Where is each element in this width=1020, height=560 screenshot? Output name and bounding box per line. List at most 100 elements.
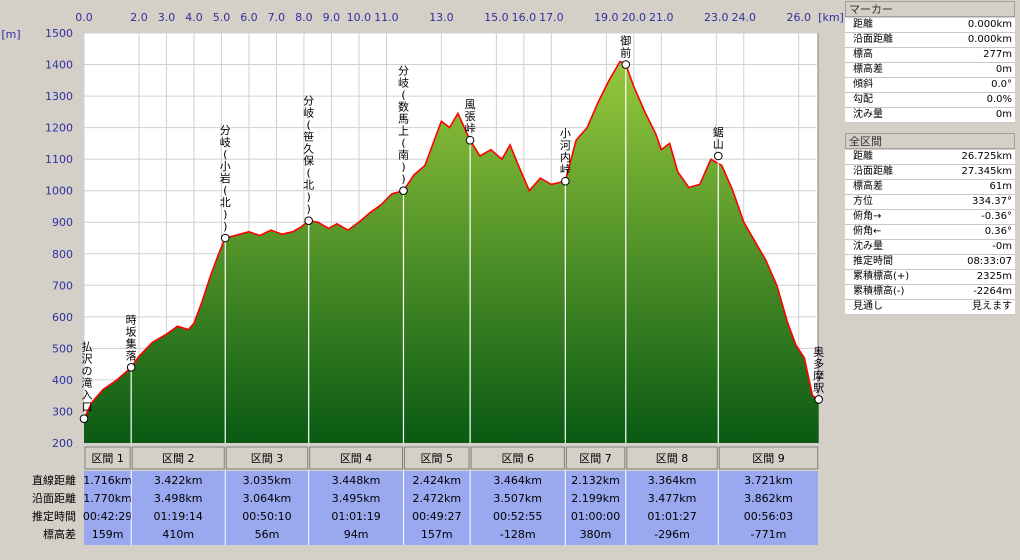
section-header[interactable] <box>626 446 718 470</box>
section-header[interactable] <box>565 446 626 470</box>
y-tick-label: 1300 <box>45 90 73 103</box>
waypoint-marker[interactable] <box>79 414 89 424</box>
y-axis-label: [m] <box>1 28 20 41</box>
marker-panel: 距離 0.000km 沿面距離 0.000km 標高 277m 標高差 0m 傾斜 0.0° 勾配 0… <box>845 18 1015 123</box>
waypoint-marker[interactable] <box>220 233 230 243</box>
table-cell: 3.035km <box>243 474 292 487</box>
panel-row-label: 方位 <box>853 196 873 207</box>
table-cell: 2.199km <box>571 492 620 505</box>
panel-row-label: 傾斜 <box>853 79 873 90</box>
x-tick-label: 7.0 <box>268 11 286 24</box>
table-row-label: 標高差 <box>43 527 76 541</box>
panel-row: 方位 334.37° <box>845 195 1015 210</box>
section-header[interactable] <box>84 446 131 470</box>
panel-row-value: 2325m <box>976 271 1012 282</box>
waypoint-marker[interactable] <box>814 395 823 404</box>
section-name: 区間 2 <box>162 452 195 465</box>
section-name: 区間 3 <box>251 452 284 465</box>
section-name: 区間 6 <box>501 452 534 465</box>
panel-row-value: 277m <box>983 49 1012 60</box>
waypoint-marker[interactable] <box>465 135 475 145</box>
panel-row-value: 0.0% <box>986 94 1012 105</box>
x-tick-label: 11.0 <box>374 11 399 24</box>
section-name: 区間 8 <box>656 452 689 465</box>
panel-row-value: 0.36° <box>984 226 1012 237</box>
x-tick-label: 6.0 <box>240 11 258 24</box>
table-cell: 01:01:19 <box>331 510 380 523</box>
x-axis-label: [km] <box>818 11 844 24</box>
table-row-label: 推定時間 <box>32 509 76 523</box>
table-cell: 01:19:14 <box>154 510 203 523</box>
y-axis-ticks: 200 300 400 500 600 700 800 900 1000 1100 1200 1300… <box>45 27 73 450</box>
panel-row: 見通し 見えます <box>845 300 1015 315</box>
x-tick-label: 2.0 <box>130 11 148 24</box>
table-cell: 3.064km <box>243 492 292 505</box>
panel-row: 沈み量 -0m <box>845 240 1015 255</box>
table-cell: 3.477km <box>648 492 697 505</box>
waypoint-marker[interactable] <box>713 151 723 161</box>
x-tick-label: 24.0 <box>732 11 757 24</box>
table-cell: 1.716km <box>83 474 132 487</box>
table-cell: 1.770km <box>83 492 132 505</box>
panel-row-label: 標高差 <box>853 181 883 192</box>
waypoint-marker[interactable] <box>304 216 313 225</box>
waypoint-label: 分岐(笹久保(北)) <box>303 95 314 216</box>
waypoint-marker[interactable] <box>621 60 631 69</box>
panel-row-value: 0m <box>995 109 1012 120</box>
panel-row: 勾配 0.0% <box>845 93 1015 108</box>
section-header[interactable] <box>225 446 309 470</box>
table-cell: 3.721km <box>744 474 793 487</box>
x-tick-label: 13.0 <box>429 11 454 24</box>
section-header[interactable] <box>718 446 819 470</box>
table-cell: 3.464km <box>493 474 542 487</box>
table-cell: 3.448km <box>332 474 381 487</box>
table-cell: 00:50:10 <box>242 510 291 523</box>
total-panel-title: 全区間 <box>845 133 1015 149</box>
table-cell: 3.507km <box>493 492 542 505</box>
table-cell: 3.862km <box>744 492 793 505</box>
y-tick-label: 200 <box>52 437 73 450</box>
y-tick-label: 1400 <box>45 59 73 72</box>
waypoint-marker[interactable] <box>126 363 136 372</box>
panel-row: 標高 277m <box>845 48 1015 63</box>
panel-row: 傾斜 0.0° <box>845 78 1015 93</box>
table-cell: 159m <box>92 528 124 541</box>
x-tick-label: 17.0 <box>539 11 564 24</box>
section-header[interactable] <box>131 446 225 470</box>
section-name: 区間 5 <box>421 452 454 465</box>
waypoint-marker[interactable] <box>399 186 408 195</box>
table-cell: 410m <box>162 528 194 541</box>
waypoint-marker[interactable] <box>561 176 570 186</box>
y-tick-label: 1100 <box>45 153 73 166</box>
panel-row: 沿面距離 0.000km <box>845 33 1015 48</box>
section-header[interactable] <box>403 446 470 470</box>
panel-row-label: 標高差 <box>853 64 883 75</box>
panel-row-label: 俯角← <box>853 226 882 237</box>
panel-row-value: 0.000km <box>967 19 1012 30</box>
table-cell: 2.132km <box>571 474 620 487</box>
table-cell: 2.472km <box>412 492 461 505</box>
x-tick-label: 26.0 <box>787 11 812 24</box>
table-cell: 01:01:27 <box>647 510 696 523</box>
y-tick-label: 900 <box>52 216 73 229</box>
panel-row-value: 0m <box>995 64 1012 75</box>
panel-row: 累積標高(-) -2264m <box>845 285 1015 300</box>
waypoint-label: 風張峠 <box>465 98 476 135</box>
section-name: 区間 1 <box>91 452 124 465</box>
panel-row-label: 推定時間 <box>853 256 893 267</box>
table-cell: -128m <box>500 528 536 541</box>
panel-row-label: 沿面距離 <box>853 166 893 177</box>
table-cell: 94m <box>344 528 369 541</box>
panel-row: 推定時間 08:33:07 <box>845 255 1015 270</box>
section-header[interactable] <box>309 446 403 470</box>
section-header[interactable] <box>470 446 565 470</box>
table-cell: 01:00:00 <box>571 510 620 523</box>
waypoint-label: 払沢の滝入口 <box>82 340 93 414</box>
elevation-line <box>83 60 820 420</box>
table-cell: 2.424km <box>412 474 461 487</box>
x-tick-label: 9.0 <box>323 11 341 24</box>
x-tick-label: 20.0 <box>622 11 647 24</box>
x-tick-label: 4.0 <box>185 11 203 24</box>
x-tick-label: 15.0 <box>484 11 509 24</box>
panel-row: 沈み量 0m <box>845 108 1015 123</box>
